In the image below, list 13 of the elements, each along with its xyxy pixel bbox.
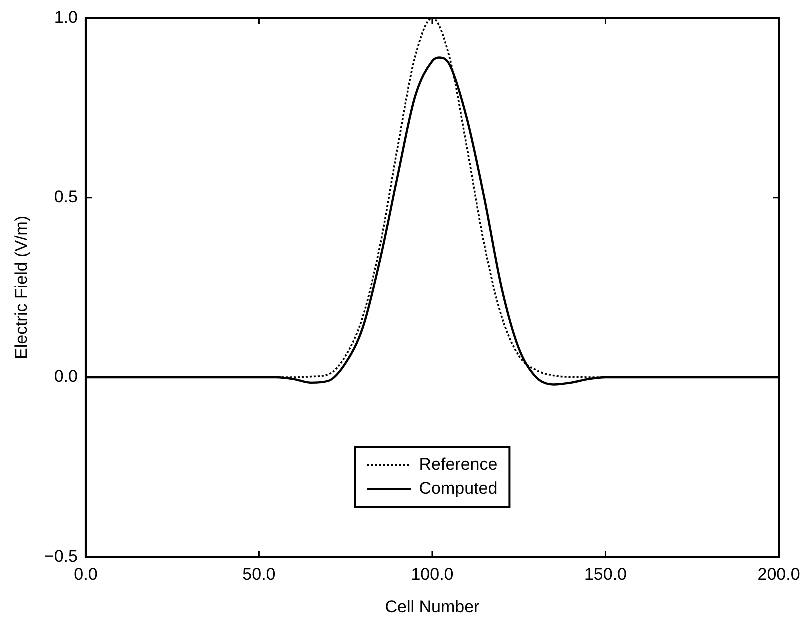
y-tick-label: −0.5 (44, 546, 78, 566)
x-tick-label: 150.0 (584, 565, 628, 584)
legend-label: Computed (419, 478, 498, 498)
x-tick-label: 200.0 (758, 565, 800, 584)
y-axis-title: Electric Field (V/m) (12, 216, 31, 360)
y-tick-label: 0.5 (54, 188, 78, 207)
x-tick-label: 0.0 (74, 565, 98, 584)
legend-label: Reference (419, 454, 498, 474)
x-tick-label: 50.0 (242, 565, 276, 584)
x-axis-title: Cell Number (385, 597, 480, 616)
y-tick-label: 0.0 (54, 367, 78, 386)
y-tick-label: 1.0 (54, 8, 78, 27)
x-tick-label: 100.0 (411, 565, 454, 584)
